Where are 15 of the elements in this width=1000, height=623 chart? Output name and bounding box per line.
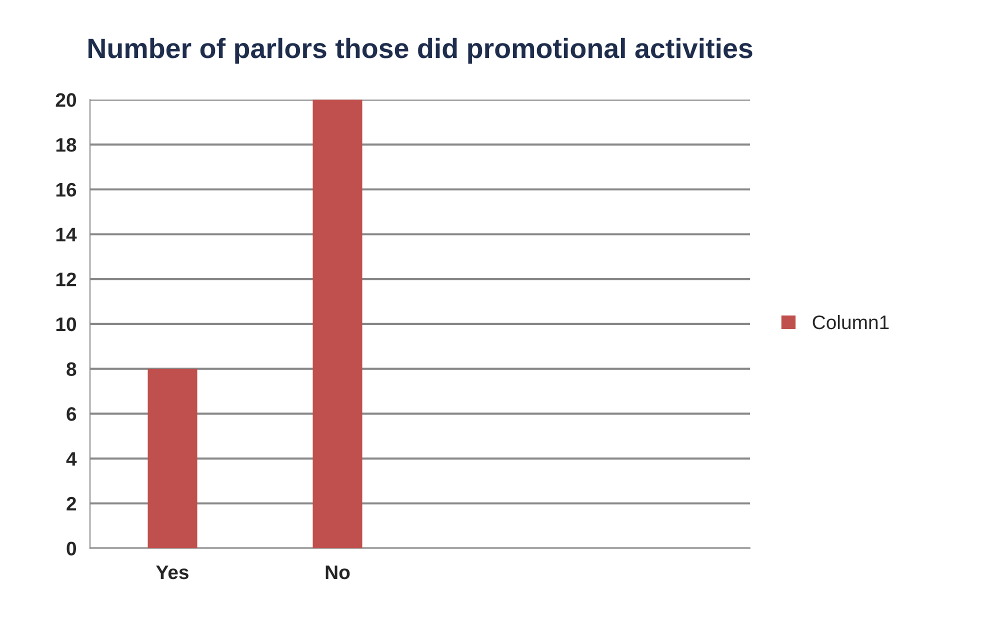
- y-tick-label: 10: [56, 317, 76, 332]
- x-tick-label: Yes: [156, 566, 188, 580]
- y-tick-label: 0: [66, 542, 76, 556]
- y-tick-label: 20: [56, 93, 76, 107]
- chart-title: Number of parlors those did promotional activities: [88, 38, 752, 64]
- y-tick-label: 12: [56, 272, 76, 286]
- y-tick-label: 18: [56, 138, 76, 152]
- y-tick-label: 4: [66, 452, 77, 466]
- y-tick-label: 14: [56, 228, 77, 242]
- y-tick-label: 6: [66, 407, 76, 421]
- legend-label: Column1: [812, 314, 889, 330]
- y-tick-label: 2: [66, 496, 76, 510]
- y-tick-label: 16: [56, 182, 76, 197]
- x-tick-label: No: [326, 566, 350, 580]
- y-tick-label: 8: [66, 362, 76, 376]
